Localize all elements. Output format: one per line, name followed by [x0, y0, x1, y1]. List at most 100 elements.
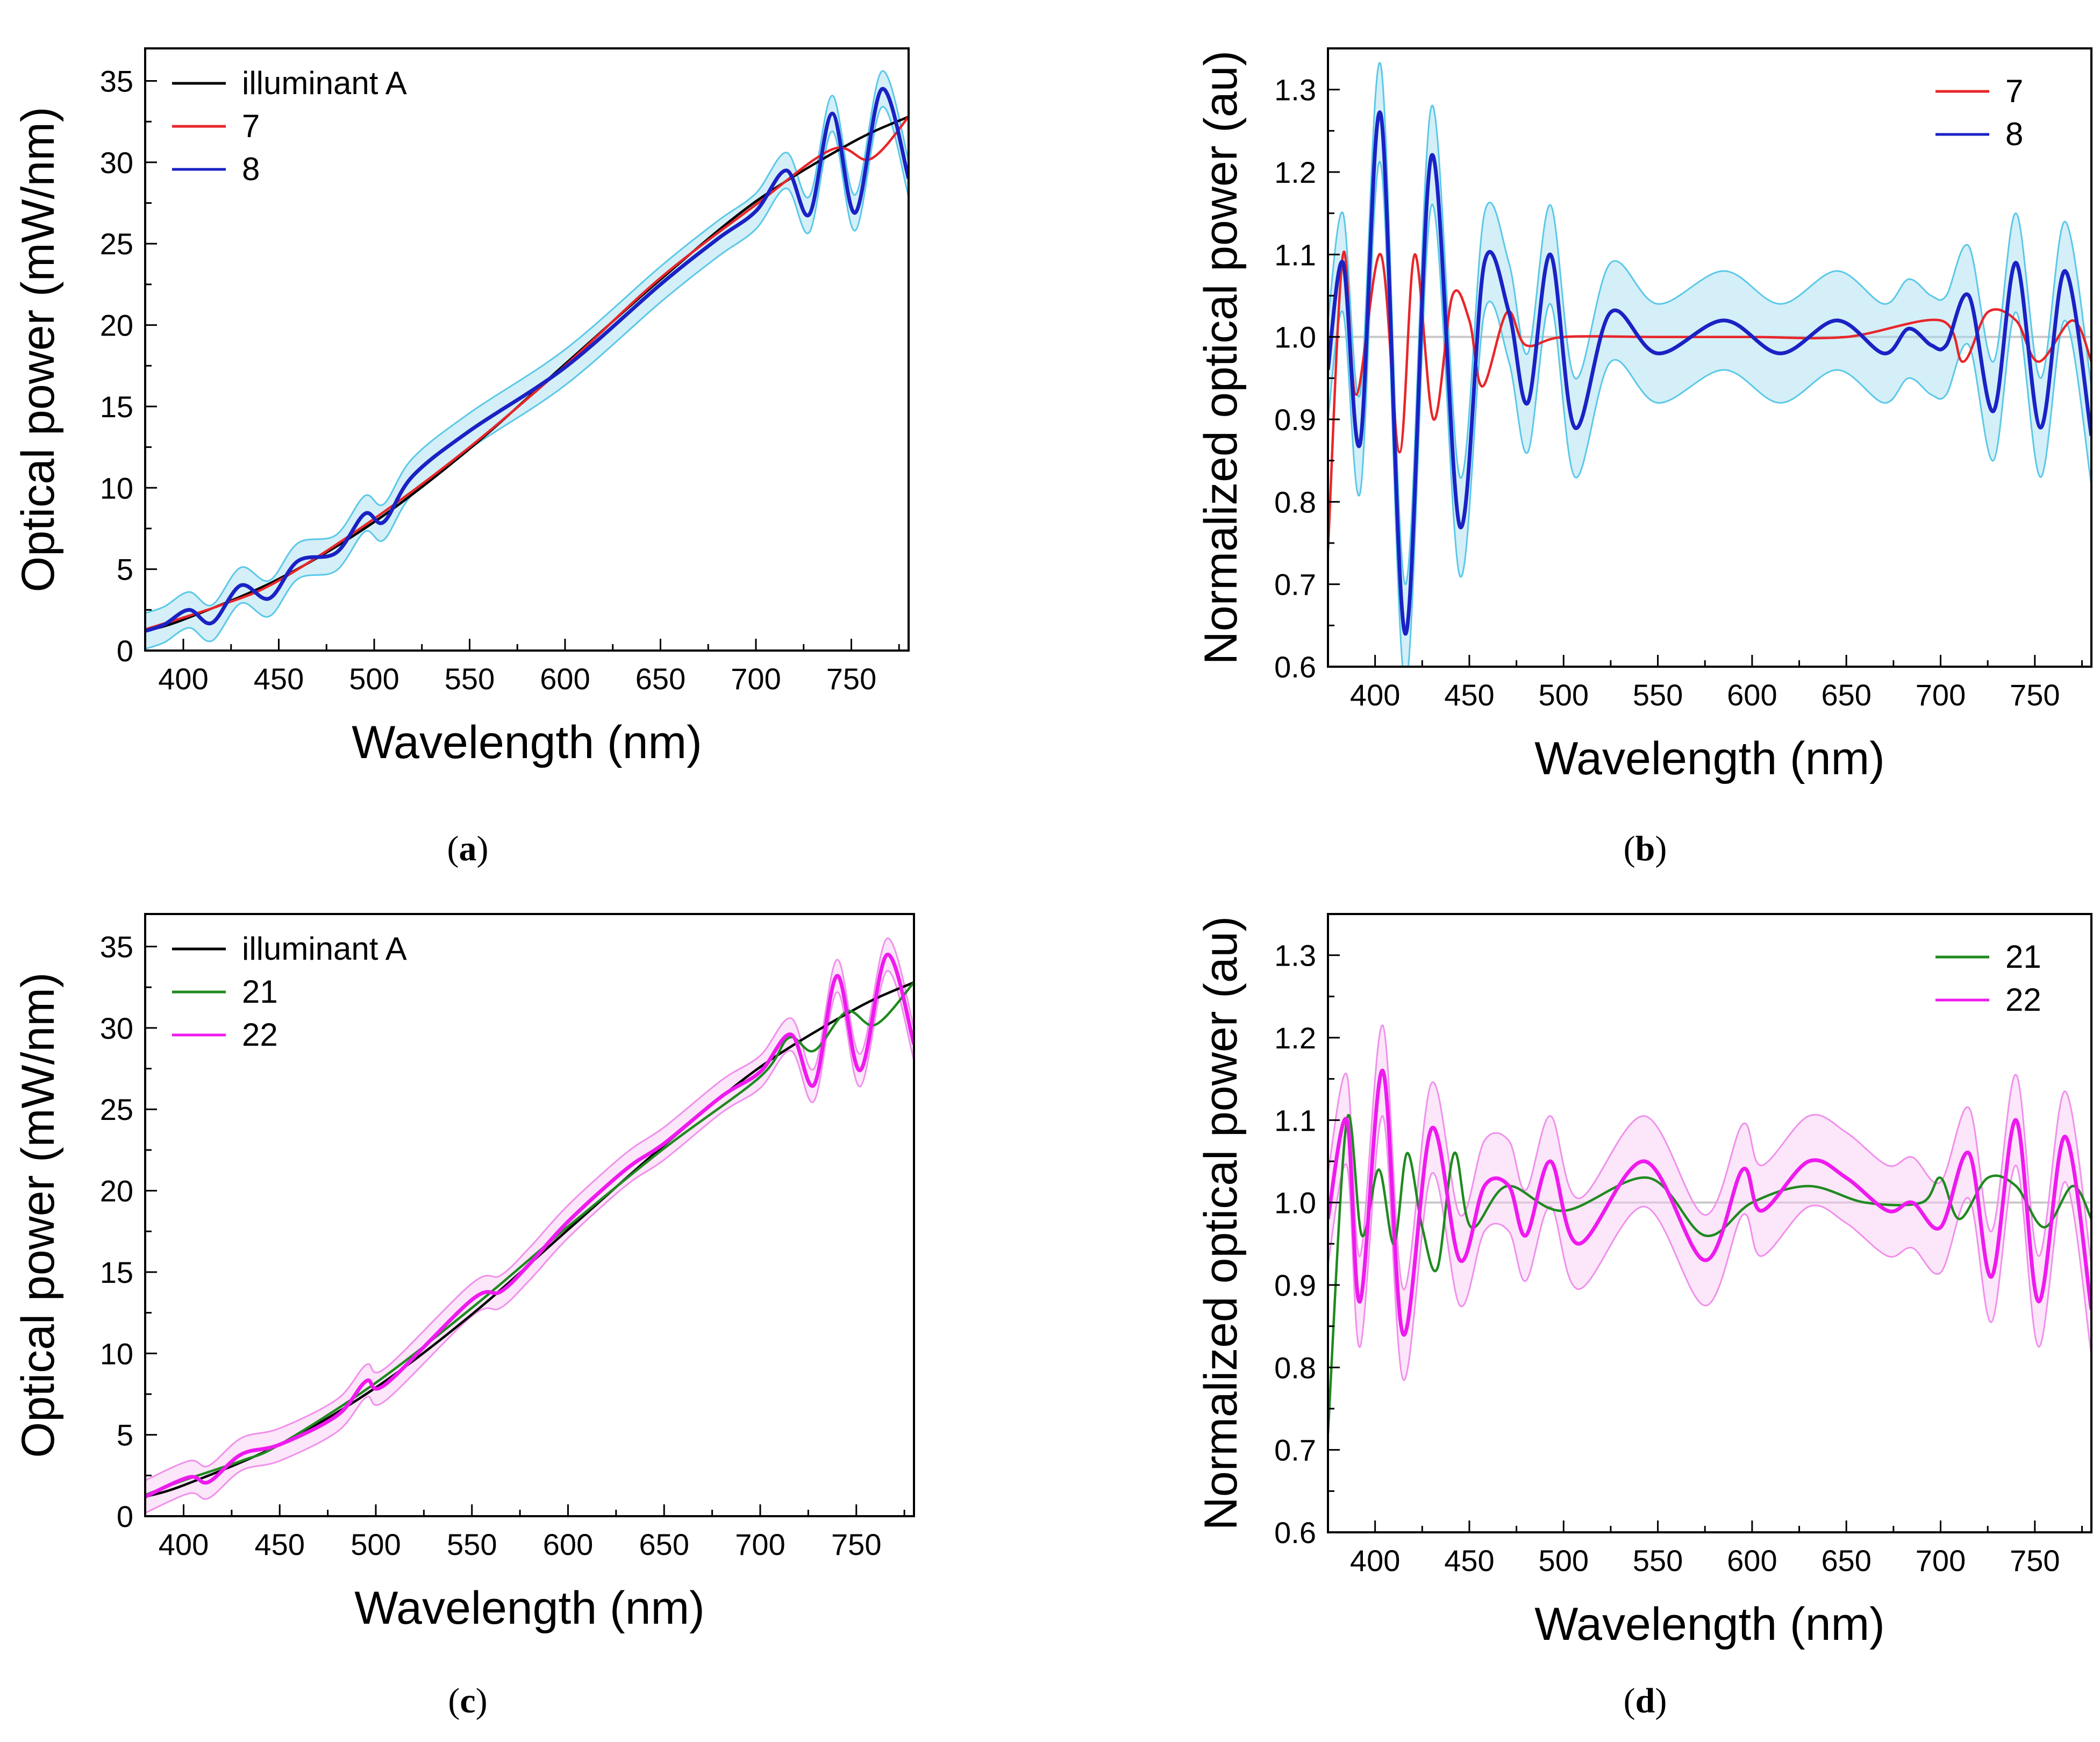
y-tick-label: 1.3 [1274, 939, 1316, 973]
y-tick-label: 35 [100, 65, 133, 98]
y-axis-label: Normalized optical power (au) [1195, 51, 1247, 665]
x-tick-label: 400 [1350, 678, 1400, 712]
legend-label-22: 22 [2005, 982, 2041, 1018]
series-line-7 [1328, 251, 2091, 552]
x-tick-label: 500 [349, 662, 399, 696]
panel-caption: (d) [1624, 1681, 1667, 1720]
y-tick-label: 1.3 [1274, 73, 1316, 107]
x-tick-label: 550 [1633, 678, 1683, 712]
plot-area-d [1328, 1024, 2091, 1434]
y-tick-label: 0.8 [1274, 1351, 1316, 1384]
x-tick-label: 450 [1444, 678, 1494, 712]
x-tick-label: 650 [1821, 678, 1871, 712]
y-tick-label: 0.9 [1274, 403, 1316, 437]
y-tick-label: 35 [100, 930, 133, 964]
plot-area-b [1328, 62, 2091, 667]
legend-label-8: 8 [2005, 116, 2023, 152]
x-tick-label: 450 [254, 662, 304, 696]
x-tick-label: 750 [831, 1527, 881, 1561]
x-tick-label: 600 [1727, 678, 1777, 712]
legend: illuminant A 21 22 [172, 931, 407, 1053]
plot-area-c [145, 937, 914, 1514]
x-tick-label: 500 [1539, 1544, 1589, 1577]
x-tick-label: 400 [158, 662, 208, 696]
y-tick-label: 0.6 [1274, 650, 1316, 684]
x-tick-label: 500 [1539, 678, 1589, 712]
band-edge-lower [145, 106, 909, 650]
y-tick-label: 20 [100, 1174, 133, 1208]
chart-panel-b: 400 450 500 550 600 650 700 750 0.6 0.7 0.8 0.9 1.0 1… [1195, 47, 2092, 868]
legend-label-illuminant-A: illuminant A [242, 65, 407, 101]
band-edge-upper [145, 937, 914, 1481]
y-tick-label: 1.1 [1274, 238, 1316, 272]
series-line-8 [145, 87, 909, 633]
x-tick-label: 450 [1444, 1544, 1494, 1577]
x-axis-label: Wavelength (nm) [1534, 733, 1885, 784]
x-tick-label: 550 [1633, 1544, 1683, 1577]
series-line-8 [1328, 110, 2091, 636]
legend-label-8: 8 [242, 151, 260, 187]
y-tick-label: 1.2 [1274, 155, 1316, 189]
x-tick-label: 450 [255, 1527, 305, 1561]
x-tick-label: 750 [2010, 678, 2060, 712]
legend-label-21: 21 [242, 974, 278, 1010]
x-tick-label: 550 [447, 1527, 497, 1561]
x-tick-label: 700 [731, 662, 781, 696]
y-tick-label: 1.1 [1274, 1103, 1316, 1137]
uncertainty-band-8 [1328, 62, 2091, 667]
plot-frame [144, 47, 910, 652]
x-tick-label: 400 [159, 1527, 209, 1561]
legend-label-7: 7 [242, 108, 260, 144]
x-tick-label: 500 [351, 1527, 401, 1561]
y-axis-label: Optical power (mW/nm) [12, 972, 64, 1458]
x-tick-label: 650 [1821, 1544, 1871, 1577]
x-tick-label: 700 [735, 1527, 785, 1561]
y-tick-label: 20 [100, 309, 133, 342]
y-tick-label: 10 [100, 471, 133, 505]
x-axis-label: Wavelength (nm) [352, 717, 702, 768]
chart-panel-d: 400 450 500 550 600 650 700 750 0.6 0.7 0.8 0.9 1.0 1… [1195, 913, 2092, 1720]
x-tick-label: 400 [1350, 1544, 1400, 1577]
uncertainty-band-8 [145, 70, 909, 649]
x-axis-label: Wavelength (nm) [354, 1582, 705, 1634]
x-tick-label: 600 [540, 662, 590, 696]
y-tick-label: 0 [117, 634, 133, 668]
x-axis-label: Wavelength (nm) [1534, 1598, 1885, 1650]
y-tick-label: 0 [117, 1500, 133, 1533]
x-tick-label: 700 [1916, 1544, 1966, 1577]
y-axis-label: Normalized optical power (au) [1195, 916, 1247, 1530]
series-line-22 [145, 953, 914, 1498]
y-tick-label: 15 [100, 1255, 133, 1289]
y-tick-label: 15 [100, 390, 133, 424]
legend: 78 [1935, 73, 2023, 152]
x-tick-label: 650 [639, 1527, 689, 1561]
x-tick-label: 750 [2010, 1544, 2060, 1577]
plot-frame [144, 913, 915, 1517]
legend: illuminant A 7 8 [172, 65, 407, 187]
band-edge-upper [145, 70, 909, 614]
y-tick-label: 5 [117, 553, 133, 587]
band-edge-lower [1328, 1115, 2091, 1381]
x-tick-label: 700 [1916, 678, 1966, 712]
legend-label-7: 7 [2005, 73, 2023, 109]
y-tick-label: 25 [100, 1093, 133, 1126]
y-tick-label: 10 [100, 1337, 133, 1370]
legend-label-21: 21 [2005, 939, 2041, 975]
x-tick-label: 600 [1727, 1544, 1777, 1577]
y-tick-label: 0.7 [1274, 1433, 1316, 1467]
panel-caption: (a) [447, 829, 489, 868]
y-tick-label: 1.2 [1274, 1021, 1316, 1055]
x-tick-label: 600 [543, 1527, 593, 1561]
y-tick-label: 30 [100, 146, 133, 180]
y-tick-label: 0.7 [1274, 568, 1316, 602]
series-line-22 [1328, 1068, 2091, 1337]
y-tick-label: 1.0 [1274, 320, 1316, 354]
y-tick-label: 0.6 [1274, 1516, 1316, 1550]
x-tick-label: 650 [635, 662, 685, 696]
plot-frame [1327, 913, 2092, 1533]
panel-caption: (c) [448, 1681, 487, 1720]
chart-panel-c: 400 450 500 550 600 650 700 750 0 5 10 15 20 25 30 35 Wa… [12, 913, 915, 1720]
uncertainty-band-22 [145, 938, 914, 1513]
